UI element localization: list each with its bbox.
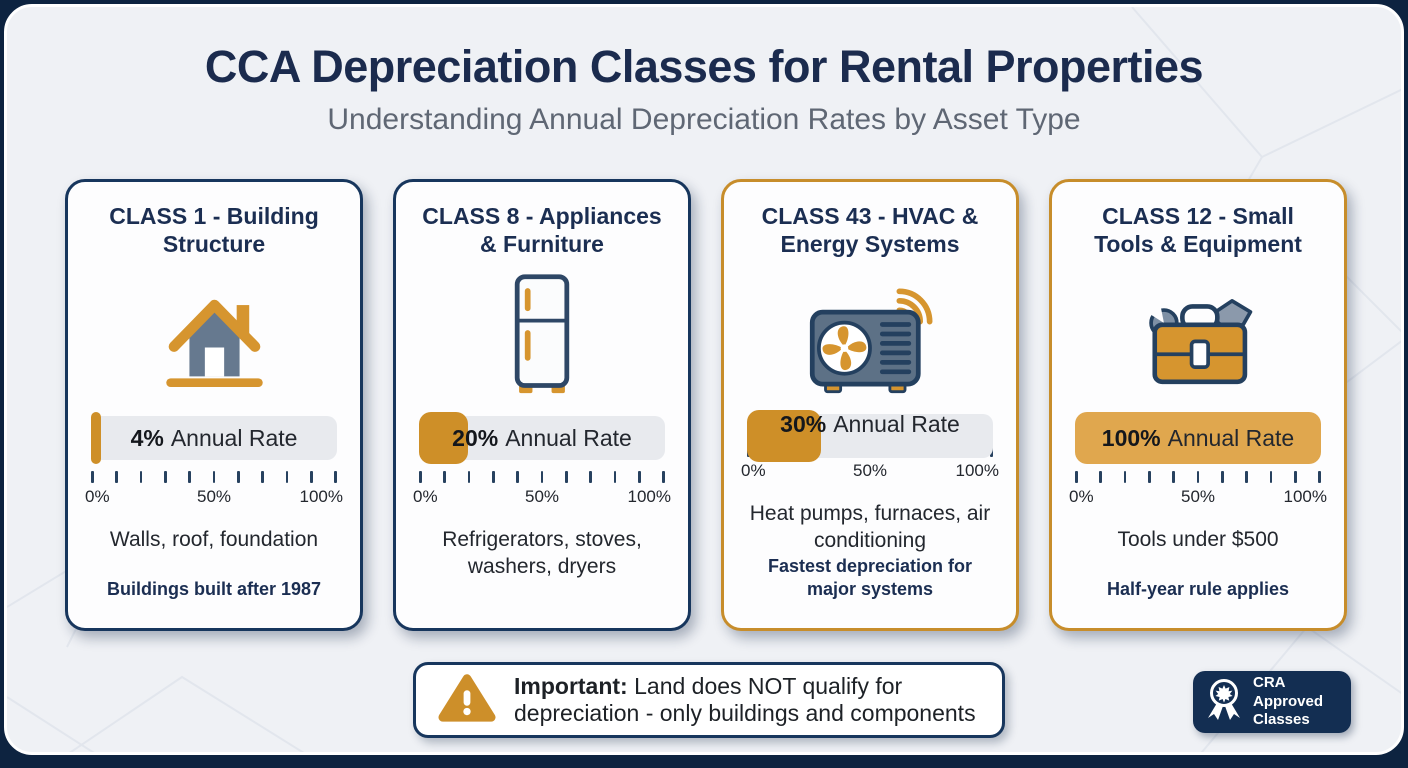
rate-bar-label: 30% Annual Rate <box>780 410 960 437</box>
card-title: CLASS 12 - Small Tools & Equipment <box>1094 203 1302 258</box>
ruler-tick <box>1269 471 1273 483</box>
rate-bar: 4% Annual Rate <box>91 412 337 464</box>
ruler-tick <box>212 471 216 483</box>
ruler-tick <box>467 471 471 483</box>
ruler-tick <box>613 471 617 483</box>
ruler-tick <box>310 471 313 483</box>
rate-bar-label: 20% Annual Rate <box>452 424 632 451</box>
rate-bar-label: 4% Annual Rate <box>130 424 298 451</box>
card-title: CLASS 43 - HVAC & Energy Systems <box>761 203 979 258</box>
rate-scale-labels: 0% 50% 100% <box>85 487 343 506</box>
ruler-tick <box>285 471 289 483</box>
card-note: Buildings built after 1987 <box>106 578 322 599</box>
ruler-tick <box>589 471 592 483</box>
ruler-tick <box>1075 471 1078 483</box>
page-title: CCA Depreciation Classes for Rental Prop… <box>204 41 1204 92</box>
ruler-tick <box>1245 471 1248 483</box>
ruler-tick <box>1294 471 1297 483</box>
rate-ruler <box>91 471 337 483</box>
rate-bar-label: 100% Annual Rate <box>1101 424 1295 451</box>
rate-ruler <box>419 471 665 483</box>
card-class-8-appliances-furniture: CLASS 8 - Appliances & Furniture 20% Ann… <box>393 179 691 631</box>
rate-bar: 100% Annual Rate <box>1075 412 1321 464</box>
rate-bar-fill <box>419 412 469 464</box>
rate-ruler <box>1075 471 1321 483</box>
hvac-unit-icon <box>799 270 941 396</box>
ruler-tick <box>565 471 568 483</box>
house-icon <box>147 270 282 398</box>
ruler-tick <box>1221 471 1224 483</box>
rate-bar: 20% Annual Rate <box>419 412 665 464</box>
card-class-12-small-tools: CLASS 12 - Small Tools & Equipment <box>1049 179 1347 631</box>
rate-scale-labels: 0% 50% 100% <box>413 487 671 506</box>
card-note: Half-year rule applies <box>1106 578 1290 599</box>
page-subtitle: Understanding Annual Depreciation Rates … <box>327 103 1081 136</box>
infographic-panel: CCA Depreciation Classes for Rental Prop… <box>4 4 1404 755</box>
warning-triangle-icon <box>438 671 496 730</box>
card-description: Heat pumps, furnaces, air conditioning <box>749 502 991 553</box>
warning-text: Important: Land does NOT qualify for dep… <box>514 672 976 726</box>
ruler-tick <box>662 471 665 483</box>
card-description: Refrigerators, stoves, washers, dryers <box>442 528 642 578</box>
toolbox-icon <box>1129 270 1267 398</box>
cra-approved-badge: CRA Approved Classes <box>1193 671 1351 733</box>
class-cards-row: CLASS 1 - Building Structure 4% Annual R… <box>65 179 1347 631</box>
card-description: Walls, roof, foundation <box>109 528 319 551</box>
ruler-tick <box>334 471 337 483</box>
ruler-tick <box>638 471 641 483</box>
important-warning-box: Important: Land does NOT qualify for dep… <box>413 662 1005 738</box>
card-title: CLASS 1 - Building Structure <box>109 203 319 258</box>
card-title: CLASS 8 - Appliances & Furniture <box>422 203 662 258</box>
ruler-tick <box>516 471 519 483</box>
ruler-tick <box>1318 471 1321 483</box>
card-description: Tools under $500 <box>1117 528 1279 551</box>
rate-bar-fill <box>747 410 821 462</box>
ruler-tick <box>492 471 495 483</box>
ruler-tick <box>1172 471 1175 483</box>
card-class-43-hvac-energy: CLASS 43 - HVAC & Energy Systems <box>721 179 1019 631</box>
ruler-tick <box>1099 471 1102 483</box>
ruler-tick <box>1148 471 1151 483</box>
rate-scale-labels: 0% 50% 100% <box>741 461 999 481</box>
header: CCA Depreciation Classes for Rental Prop… <box>7 41 1401 137</box>
ruler-tick <box>188 471 191 483</box>
card-note: Fastest depreciation for major systems <box>767 556 973 599</box>
ruler-tick <box>540 471 544 483</box>
rate-bar-fill <box>1075 412 1321 464</box>
rate-bar: 30% Annual Rate <box>747 410 993 462</box>
rate-bar-track <box>91 416 337 460</box>
refrigerator-icon <box>492 270 592 398</box>
ruler-tick <box>1196 471 1200 483</box>
ruler-tick <box>419 471 422 483</box>
rate-scale-labels: 0% 50% 100% <box>1069 487 1327 506</box>
ruler-tick <box>261 471 264 483</box>
ruler-tick <box>115 471 118 483</box>
ruler-tick <box>443 471 446 483</box>
ruler-tick <box>139 471 143 483</box>
ruler-tick <box>91 471 94 483</box>
ruler-tick <box>164 471 167 483</box>
badge-text: CRA Approved Classes <box>1253 673 1324 729</box>
rate-bar-fill <box>91 412 101 464</box>
card-class-1-building-structure: CLASS 1 - Building Structure 4% Annual R… <box>65 179 363 631</box>
ruler-tick <box>1123 471 1127 483</box>
ruler-tick <box>237 471 240 483</box>
rosette-ribbon-icon <box>1204 676 1244 729</box>
